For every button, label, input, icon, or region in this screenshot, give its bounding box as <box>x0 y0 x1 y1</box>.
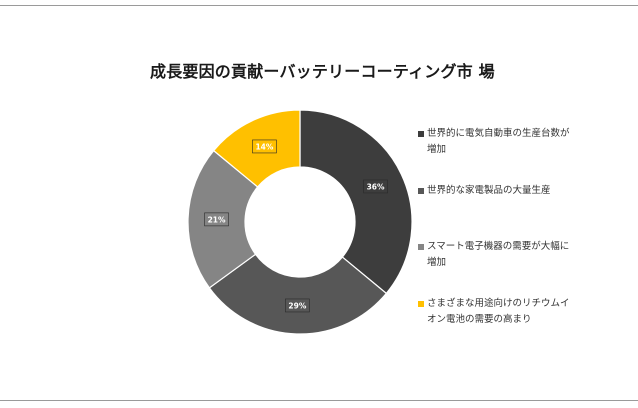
legend-item-lithium-ion: さまざまな用途向けのリチウムイ オン電池の需要の高まり <box>418 296 618 328</box>
legend-item-consumer-electronics: 世界的な家電製品の大量生産 <box>418 183 618 199</box>
data-label-box <box>204 212 229 227</box>
data-label-box <box>252 139 277 154</box>
data-label: 21% <box>208 215 226 224</box>
data-label: 14% <box>255 142 273 151</box>
bottom-border-line <box>0 400 638 401</box>
chart-title: 成長要因の貢献ーバッテリーコーティング市 場 <box>150 62 495 81</box>
data-label: 29% <box>288 301 306 310</box>
slice-ev-production <box>299 109 413 295</box>
data-label-box <box>363 179 388 194</box>
legend-swatch <box>418 301 424 307</box>
legend-item-ev-production: 世界的に電気自動車の生産台数が 増加 <box>418 126 618 158</box>
legend-label: スマート電子機器の需要が大幅に 増加 <box>427 241 570 268</box>
legend-swatch <box>418 131 424 137</box>
legend-swatch <box>418 188 424 194</box>
legend-label: さまざまな用途向けのリチウムイ オン電池の需要の高まり <box>427 298 570 325</box>
legend-item-smart-electronics: スマート電子機器の需要が大幅に 増加 <box>418 239 618 271</box>
top-border-line <box>0 5 638 6</box>
legend-label: 世界的に電気自動車の生産台数が 増加 <box>427 128 570 155</box>
data-label-box <box>285 298 310 313</box>
legend-label: 世界的な家電製品の大量生産 <box>427 185 551 196</box>
legend-swatch <box>418 244 424 250</box>
data-label: 36% <box>367 182 385 191</box>
slice-consumer-electronics <box>208 253 388 335</box>
